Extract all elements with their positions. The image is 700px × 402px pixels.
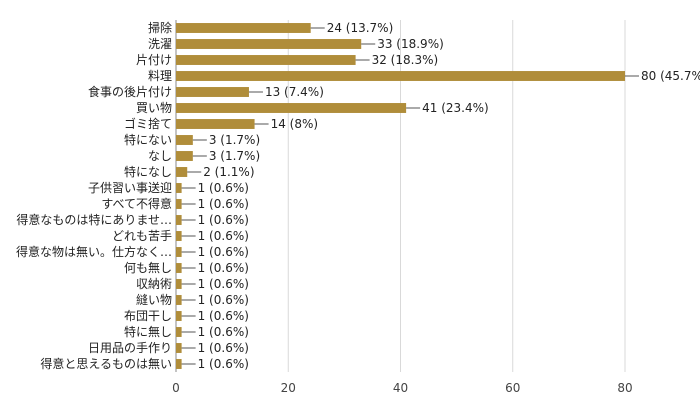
x-tick-label: 60 [505,381,520,395]
data-label: 80 (45.7%) [641,69,700,83]
category-label: 掃除 [148,20,172,35]
category-label: 何も無し [124,260,172,275]
category-label: 子供習い事送迎 [88,180,172,195]
category-label: 料理 [148,69,172,83]
data-label: 3 (1.7%) [209,133,260,147]
bar [176,359,182,369]
category-label: 片付け [136,53,172,67]
x-tick-label: 20 [281,381,296,395]
bar [176,119,255,129]
bar [176,279,182,289]
data-label: 1 (0.6%) [198,229,249,243]
bar [176,23,311,33]
data-label: 1 (0.6%) [198,213,249,227]
bar [176,151,193,161]
bar [176,39,361,49]
data-label: 1 (0.6%) [198,245,249,259]
category-label: 特に無し [124,324,172,339]
data-label: 32 (18.3%) [372,53,439,67]
category-label: 特になし [124,164,172,179]
bar [176,183,182,193]
category-label: 日用品の手作り [88,341,172,355]
data-label: 1 (0.6%) [198,341,249,355]
category-label: ゴミ捨て [124,116,172,131]
bar [176,135,193,145]
bar [176,295,182,305]
data-label: 41 (23.4%) [422,101,489,115]
bar [176,263,182,273]
category-label: 縫い物 [136,292,172,307]
data-label: 1 (0.6%) [198,261,249,275]
data-label: 33 (18.9%) [377,37,444,51]
data-label: 1 (0.6%) [198,181,249,195]
x-axis-ticks: 0 20 40 60 80 [172,381,632,395]
category-label: 得意と思えるものは無い [40,356,172,371]
x-tick-label: 0 [172,381,180,395]
data-label: 1 (0.6%) [198,309,249,323]
data-label: 3 (1.7%) [209,149,260,163]
category-label: 得意なものは特にありませ… [16,212,172,227]
bar [176,167,187,177]
data-label: 13 (7.4%) [265,85,324,99]
category-label: 収納術 [136,277,172,291]
category-label: 食事の後片付け [88,84,172,99]
data-label: 24 (13.7%) [327,21,394,35]
category-label: 買い物 [136,101,172,115]
bar [176,327,182,337]
category-label: 得意な物は無い。仕方なく… [16,244,172,259]
data-label: 14 (8%) [271,117,318,131]
data-label: 1 (0.6%) [198,325,249,339]
bar [176,231,182,241]
category-label: 特にない [124,132,172,147]
category-label: なし [148,149,172,163]
bar [176,311,182,321]
category-label: どれも苦手 [112,229,172,243]
bar [176,343,182,353]
bar [176,87,249,97]
category-label: 洗濯 [148,37,172,51]
category-label: すべて不得意 [101,196,172,211]
x-tick-label: 40 [393,381,408,395]
data-label: 1 (0.6%) [198,197,249,211]
bar [176,199,182,209]
data-label: 2 (1.1%) [203,165,254,179]
bar [176,71,625,81]
bar [176,103,406,113]
category-label: 布団干し [124,309,172,323]
data-label: 1 (0.6%) [198,277,249,291]
bar [176,247,182,257]
bar [176,215,182,225]
data-label: 1 (0.6%) [198,357,249,371]
x-tick-label: 80 [617,381,632,395]
data-label: 1 (0.6%) [198,293,249,307]
bar [176,55,356,65]
